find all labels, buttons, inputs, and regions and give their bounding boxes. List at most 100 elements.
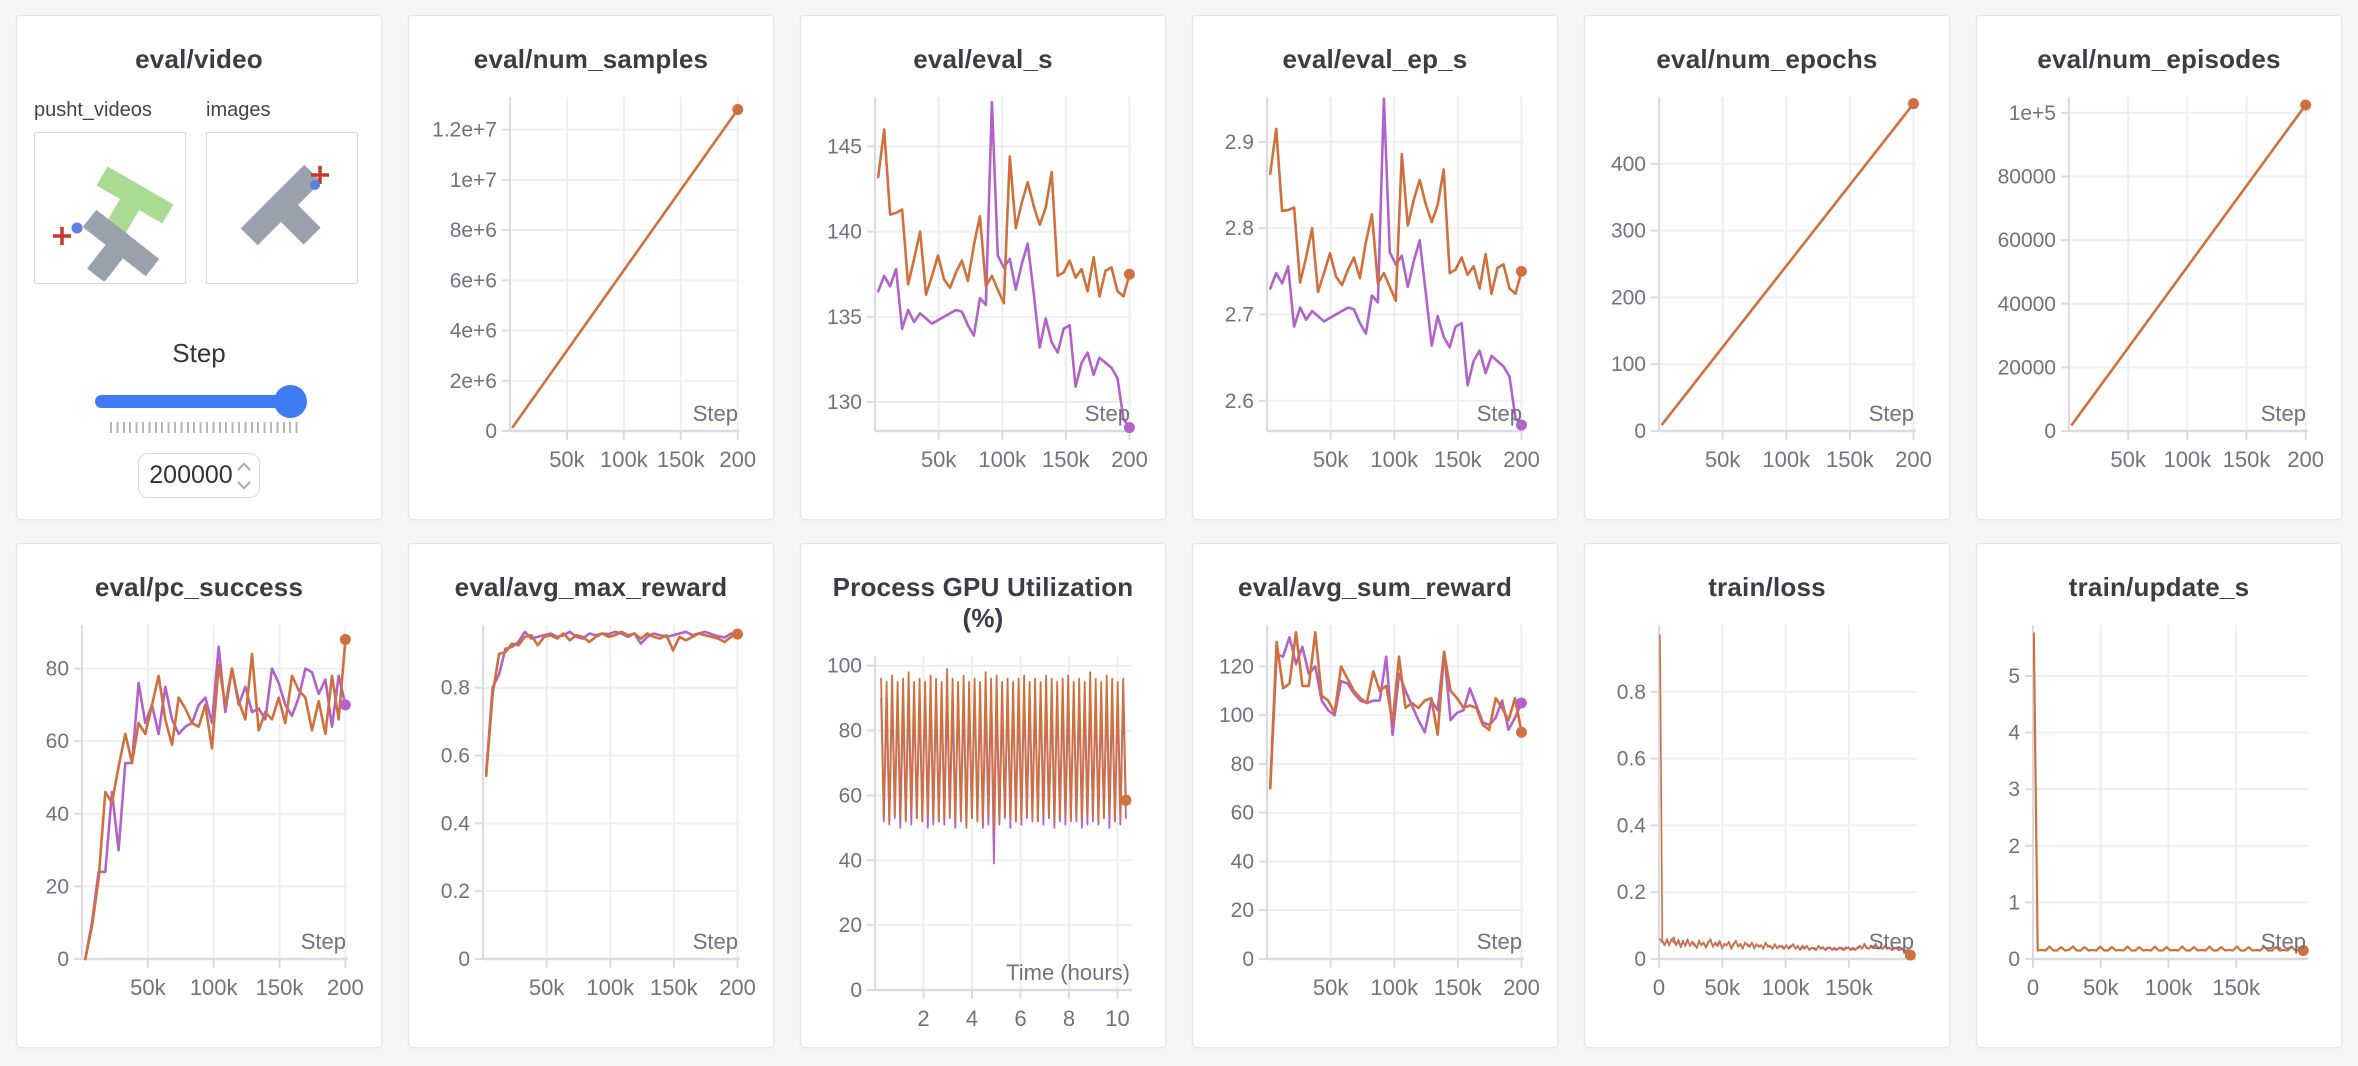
panel-train-loss: train/loss 0 0.2 0.4 0.6 0.8 0 50k 100k 150k Step	[1584, 543, 1950, 1048]
step-input[interactable]	[138, 453, 260, 498]
line-chart-eval-eval-s[interactable]: 130 135 140 145 50k 100k 150k 200 Step	[814, 81, 1152, 493]
step-slider-ticks	[110, 422, 302, 433]
panel-process-gpu-utilization: Process GPU Utilization (%) 0 20 40 60 80 100…	[800, 543, 1166, 1048]
svg-text:150k: 150k	[1826, 447, 1875, 472]
svg-text:150k: 150k	[650, 975, 699, 1000]
svg-text:100: 100	[827, 655, 862, 678]
svg-text:100k: 100k	[1762, 975, 1811, 1000]
chart-title: train/update_s	[2068, 572, 2250, 602]
svg-text:100k: 100k	[586, 975, 635, 1000]
svg-text:2.9: 2.9	[1225, 131, 1254, 154]
panel-eval-avg-sum-reward: eval/avg_sum_reward 0 20 40 60 80 100 120 50k 10…	[1192, 543, 1558, 1048]
svg-text:Step: Step	[1085, 401, 1130, 426]
svg-text:Step: Step	[2261, 401, 2306, 426]
media-label-pusht-videos: pusht_videos	[34, 99, 152, 121]
line-chart-eval-avg-max-reward[interactable]: 0 0.2 0.4 0.6 0.8 50k 100k 150k 200 Step	[422, 609, 760, 1021]
pusht-target-cross-icon	[311, 166, 329, 184]
svg-text:50k: 50k	[1705, 975, 1741, 1000]
media-row: pusht_videos	[34, 99, 364, 284]
svg-text:4: 4	[966, 1006, 978, 1031]
svg-text:80: 80	[1231, 753, 1254, 776]
svg-text:50k: 50k	[2083, 975, 2119, 1000]
line-chart-eval-pc-success[interactable]: 0 20 40 60 80 50k 100k 150k 200 Step	[30, 609, 368, 1021]
svg-text:150k: 150k	[256, 975, 305, 1000]
svg-text:Time (hours): Time (hours)	[1006, 960, 1130, 985]
svg-text:20: 20	[46, 875, 69, 898]
svg-text:10: 10	[1105, 1006, 1129, 1031]
line-chart-eval-num-epochs[interactable]: 0 100 200 300 400 50k 100k 150k 200 Step	[1598, 81, 1936, 493]
svg-text:1: 1	[2008, 891, 2020, 914]
svg-text:100k: 100k	[600, 447, 649, 472]
line-chart-eval-avg-sum-reward[interactable]: 0 20 40 60 80 100 120 50k 100k 150k 200 Step	[1206, 609, 1544, 1021]
svg-text:40: 40	[46, 803, 69, 826]
image-thumbnail[interactable]	[206, 132, 358, 284]
svg-text:2.7: 2.7	[1225, 303, 1254, 326]
pusht-agent-dot	[71, 222, 83, 234]
svg-text:200: 200	[1111, 447, 1148, 472]
panel-eval-num-epochs: eval/num_epochs 0 100 200 300 400 50k 100k 150k…	[1584, 15, 1950, 520]
svg-text:0.4: 0.4	[1617, 814, 1647, 837]
step-slider[interactable]	[95, 385, 307, 419]
svg-text:40000: 40000	[1998, 293, 2056, 316]
chevron-down-icon[interactable]	[236, 474, 252, 490]
svg-text:50k: 50k	[130, 975, 166, 1000]
svg-text:0.2: 0.2	[441, 880, 470, 903]
panel-eval-eval-s: eval/eval_s 130 135 140 145 50k 100k 150k 200 St…	[800, 15, 1166, 520]
svg-text:100k: 100k	[1762, 447, 1811, 472]
svg-text:1e+5: 1e+5	[2009, 102, 2056, 125]
panel-eval-num-episodes: eval/num_episodes 0 20000 40000 60000 80000 1…	[1976, 15, 2342, 520]
video-thumbnail-pusht[interactable]	[34, 132, 186, 284]
svg-text:140: 140	[827, 221, 862, 244]
svg-text:50k: 50k	[1313, 447, 1349, 472]
svg-text:400: 400	[1611, 153, 1646, 176]
chart-title: eval/num_samples	[473, 44, 709, 74]
pusht-block-t	[82, 209, 160, 283]
chart-title: eval/eval_ep_s	[1282, 44, 1468, 74]
svg-text:2e+6: 2e+6	[450, 370, 497, 393]
svg-text:0: 0	[2044, 420, 2056, 443]
svg-text:50k: 50k	[921, 447, 957, 472]
svg-text:0: 0	[57, 948, 69, 971]
line-chart-gpu-utilization[interactable]: 0 20 40 60 80 100 2 4 6 8 10 Time (hours)	[814, 640, 1152, 1052]
chevron-up-icon[interactable]	[236, 461, 252, 477]
stepper-arrows[interactable]	[236, 461, 252, 490]
svg-text:8e+6: 8e+6	[450, 219, 497, 242]
svg-text:0.4: 0.4	[441, 812, 471, 835]
line-chart-train-loss[interactable]: 0 0.2 0.4 0.6 0.8 0 50k 100k 150k Step	[1598, 609, 1936, 1021]
svg-text:150k: 150k	[1825, 975, 1874, 1000]
svg-text:200: 200	[1503, 447, 1540, 472]
svg-text:1e+7: 1e+7	[450, 169, 497, 192]
chart-title: eval/pc_success	[94, 572, 304, 602]
line-chart-eval-eval-ep-s[interactable]: 2.6 2.7 2.8 2.9 50k 100k 150k 200 Step	[1206, 81, 1544, 493]
line-chart-eval-num-samples[interactable]: 0 2e+6 4e+6 6e+6 8e+6 1e+7 1.2e+7 50k 100k 150k 20…	[422, 81, 760, 493]
svg-text:Step: Step	[1477, 929, 1522, 954]
svg-text:0: 0	[485, 420, 497, 443]
svg-text:0.8: 0.8	[1617, 681, 1646, 704]
svg-text:150k: 150k	[1434, 975, 1483, 1000]
step-slider-thumb[interactable]	[274, 385, 307, 418]
svg-text:20000: 20000	[1998, 356, 2056, 379]
svg-text:0: 0	[2027, 975, 2039, 1000]
svg-text:40: 40	[1231, 850, 1254, 873]
svg-text:100k: 100k	[2145, 975, 2194, 1000]
svg-text:0.6: 0.6	[1617, 748, 1646, 771]
media-item-images: images	[206, 99, 358, 284]
media-item-pusht-videos: pusht_videos	[34, 99, 186, 284]
svg-text:200: 200	[719, 975, 756, 1000]
svg-text:0: 0	[1653, 975, 1665, 1000]
line-chart-eval-num-episodes[interactable]: 0 20000 40000 60000 80000 1e+5 50k 100k 150k 200 S…	[1990, 81, 2328, 493]
svg-text:60: 60	[839, 784, 862, 807]
svg-text:100k: 100k	[2163, 447, 2212, 472]
svg-text:60: 60	[46, 730, 69, 753]
svg-text:8: 8	[1063, 1006, 1075, 1031]
svg-text:80: 80	[839, 720, 862, 743]
step-slider-track[interactable]	[95, 395, 303, 408]
svg-text:200: 200	[2287, 447, 2324, 472]
chart-title: eval/avg_max_reward	[454, 572, 728, 602]
svg-text:5: 5	[2008, 665, 2020, 688]
svg-text:50k: 50k	[1313, 975, 1349, 1000]
svg-text:Step: Step	[693, 929, 738, 954]
panel-eval-pc-success: eval/pc_success 0 20 40 60 80 50k 100k 150k 200 S…	[16, 543, 382, 1048]
